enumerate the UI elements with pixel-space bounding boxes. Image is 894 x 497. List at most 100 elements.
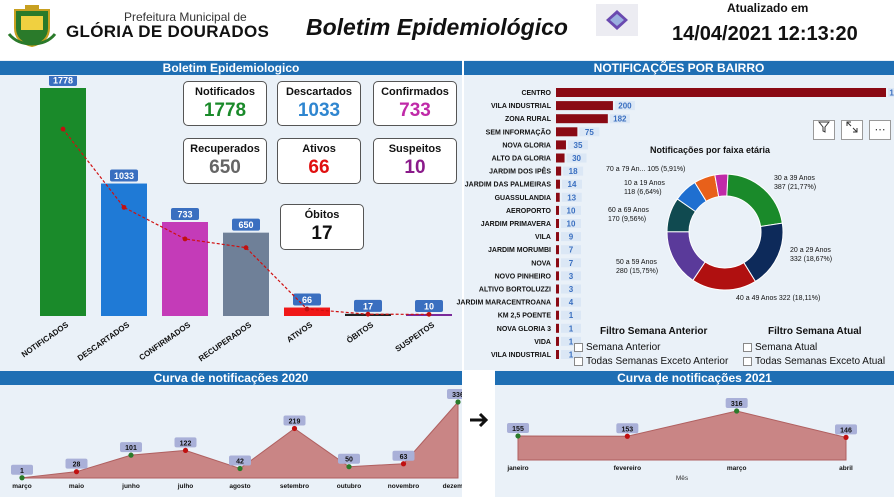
- curve-2020-chart: 1 março 28 maio 101 junho 122 julho 42 agosto 219 s…: [11, 389, 462, 490]
- bar-category-label: SUSPEITOS: [394, 320, 437, 354]
- bar-value-label: 66: [302, 295, 312, 305]
- curve-area: [517, 410, 847, 461]
- donut-slice: [714, 173, 729, 198]
- curve-x-label: novembro: [388, 483, 419, 490]
- filter-atual-title: Filtro Semana Atual: [768, 326, 862, 337]
- curve-value-label: 50: [345, 457, 353, 464]
- curve-value-badge: [507, 422, 529, 433]
- bar-category-label: ATIVOS: [285, 320, 315, 344]
- checkbox-semana-atual[interactable]: Semana Atual: [743, 342, 817, 353]
- checkbox-box[interactable]: [574, 343, 583, 352]
- kpi-label: Confirmados: [381, 86, 449, 98]
- curve-x-label: julho: [177, 483, 194, 490]
- bar-value-label: 733: [177, 210, 192, 220]
- curve-value-badge: [835, 424, 857, 435]
- curve-x-label: janeiro: [506, 465, 528, 472]
- visual-toolbar: ⋯: [813, 120, 891, 140]
- kpi-label: Notificados: [195, 86, 255, 98]
- neighborhood-label: JARDIM DAS PALMEIRAS: [465, 182, 552, 189]
- curve-point: [400, 461, 407, 467]
- curve-value-badge: [11, 464, 33, 475]
- trend-point: [121, 204, 127, 210]
- page-title: Boletim Epidemiológico: [306, 14, 568, 40]
- checkbox-box[interactable]: [743, 357, 752, 366]
- curve-x-label: abril: [839, 465, 853, 472]
- curve-value-badge: [616, 423, 639, 434]
- neighborhood-label: NOVA GLORIA 3: [497, 326, 551, 333]
- expand-icon[interactable]: [841, 120, 863, 140]
- neighborhood-bar: [556, 179, 560, 189]
- curve-point: [624, 433, 630, 439]
- bar-category-label: RECUPERADOS: [197, 320, 254, 363]
- kpi-recuperados: Recuperados 650: [183, 138, 267, 184]
- neighborhood-bar: [556, 166, 562, 176]
- neighborhood-bar: [556, 297, 559, 307]
- bar-category-label: ÓBITOS: [345, 320, 376, 345]
- neighborhood-value-bg: [561, 179, 582, 189]
- arrow-right-icon: [470, 412, 489, 428]
- neighborhood-value: 13: [567, 193, 576, 202]
- neighborhood-bar: [556, 140, 566, 150]
- neighborhood-label: VIDA: [534, 339, 551, 346]
- neighborhood-value-bg: [614, 101, 635, 111]
- curve-x-label: agosto: [229, 483, 250, 490]
- curve-point: [346, 464, 352, 470]
- kpi-value: 1033: [297, 100, 341, 121]
- donut-slice-label: 387 (21,77%): [774, 184, 816, 191]
- neighborhood-value-bg: [567, 140, 588, 150]
- checkbox-todas-exceto-anterior[interactable]: Todas Semanas Exceto Anterior: [574, 356, 728, 367]
- curve-point: [843, 434, 849, 440]
- curve-value-badge: [725, 398, 748, 408]
- kpi-label: Recuperados: [190, 143, 260, 155]
- updated-label: Atualizado em: [727, 1, 809, 15]
- bar-value-label: 650: [238, 220, 253, 230]
- checkbox-box[interactable]: [574, 357, 583, 366]
- neighborhood-label: KM 2,5 POENTE: [498, 313, 552, 320]
- curve-value-badge: [447, 389, 462, 399]
- neighborhood-bar: [556, 271, 559, 281]
- neighborhood-value: 182: [613, 115, 627, 124]
- curve-2021-title: Curva de notificações 2021: [495, 371, 894, 385]
- logo-subtitle: Prefeitura Municipal de: [124, 10, 247, 24]
- curve-value-label: 336: [452, 392, 462, 399]
- neighborhood-bar: [556, 323, 559, 333]
- trend-point: [365, 311, 371, 317]
- curve-point: [455, 399, 461, 405]
- neighborhood-value: 1: [569, 337, 574, 346]
- neighborhood-value: 200: [618, 102, 632, 111]
- curve-value-label: 122: [180, 440, 192, 447]
- curve-value-badge: [338, 453, 360, 464]
- neighborhood-value: 30: [572, 154, 581, 163]
- kpi-obitos: Óbitos 17: [280, 204, 364, 250]
- age-donut-chart: Notificações por faixa etária 30 a 39 Ano…: [606, 145, 832, 302]
- bar-ativos: [284, 307, 330, 316]
- checkbox-box[interactable]: [743, 343, 752, 352]
- neighborhood-value-bg: [561, 232, 581, 242]
- curve-value-badge: [174, 437, 197, 448]
- checkbox-semana-anterior[interactable]: Semana Anterior: [574, 342, 661, 353]
- neighborhood-bar: [556, 101, 613, 111]
- curve-point: [237, 465, 243, 472]
- bar-confirmados: [162, 222, 208, 316]
- filter-anterior-title: Filtro Semana Anterior: [600, 326, 708, 337]
- kpi-label: Suspeitos: [388, 143, 442, 155]
- curve-point: [73, 469, 80, 475]
- neighborhood-label: VILA INDUSTRIAL: [491, 352, 552, 359]
- neighborhood-bar: [556, 153, 565, 163]
- more-icon[interactable]: ⋯: [869, 120, 891, 140]
- kpi-value: 17: [311, 223, 333, 244]
- filter-icon[interactable]: [813, 120, 835, 140]
- curve-value-label: 146: [840, 427, 852, 434]
- neighborhood-value: 10: [567, 220, 576, 229]
- neighborhood-value-bg: [561, 297, 581, 307]
- donut-slice-label: 20 a 29 Anos: [790, 247, 831, 254]
- kpi-value: 10: [404, 157, 426, 178]
- curve-point: [182, 447, 189, 454]
- neighborhood-value: 1159: [889, 89, 894, 98]
- checkbox-label: Todas Semanas Exceto Atual: [755, 356, 886, 367]
- powerbi-logo-icon: [596, 4, 638, 36]
- curve-x-label: outubro: [337, 483, 362, 490]
- curve-value-label: 219: [289, 418, 301, 425]
- checkbox-todas-exceto-atual[interactable]: Todas Semanas Exceto Atual: [743, 356, 885, 367]
- bar-value-badge: [171, 208, 199, 221]
